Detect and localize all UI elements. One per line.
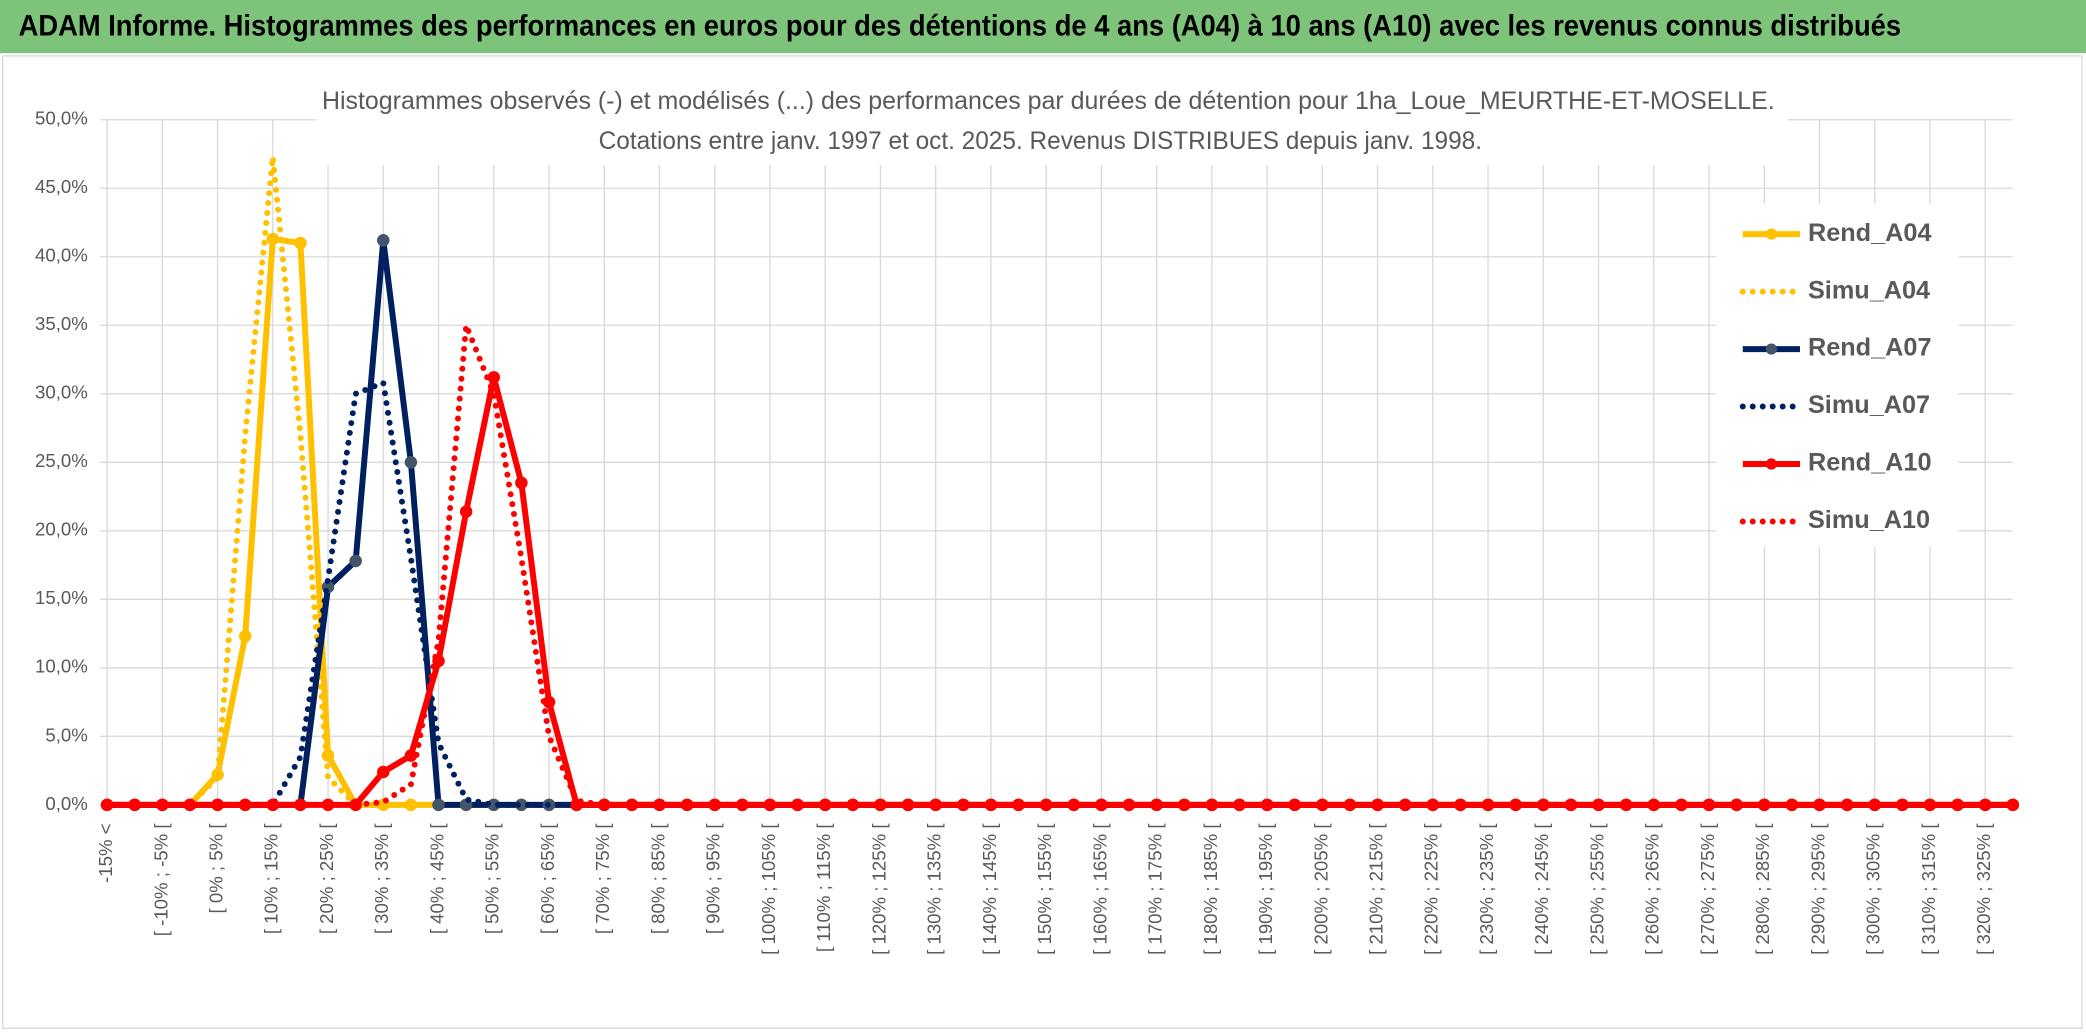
x-tick-label: [ 140% ; 145% [ xyxy=(979,823,1000,955)
x-tick-label: [ 270% ; 275% [ xyxy=(1697,823,1718,955)
y-tick-label: 25,0% xyxy=(35,450,88,471)
x-tick-label: [ 70% ; 75% [ xyxy=(592,823,613,935)
x-tick-label: [ -10% ; -5% [ xyxy=(150,823,171,937)
x-tick-label: [ 110% ; 115% [ xyxy=(813,823,834,952)
y-tick-label: 15,0% xyxy=(35,587,88,608)
data-point xyxy=(515,476,528,490)
x-tick-label: [ 180% ; 185% [ xyxy=(1200,823,1221,955)
x-tick-label: [ 150% ; 155% [ xyxy=(1034,823,1055,955)
data-point xyxy=(404,456,418,469)
x-tick-label: [ 260% ; 265% [ xyxy=(1642,823,1663,955)
x-tick-label: [ 10% ; 15% [ xyxy=(261,823,282,935)
x-tick-label: -15% < xyxy=(95,823,116,882)
y-tick-label: 10,0% xyxy=(35,656,88,677)
x-tick-label: [ 60% ; 65% [ xyxy=(537,823,558,935)
y-tick-label: 5,0% xyxy=(45,724,87,745)
legend-label: Rend_A07 xyxy=(1808,334,1932,362)
legend-label: Rend_A10 xyxy=(1808,449,1932,477)
y-tick-label: 20,0% xyxy=(35,519,88,540)
x-tick-label: [ 220% ; 225% [ xyxy=(1421,823,1442,955)
x-tick-label: [ 200% ; 205% [ xyxy=(1310,823,1331,955)
x-tick-label: [ 230% ; 235% [ xyxy=(1476,823,1497,955)
legend-marker xyxy=(1765,458,1777,470)
x-tick-label: [ 90% ; 95% [ xyxy=(703,823,724,935)
chart-title: Histogrammes observés (-) et modélisés (… xyxy=(322,87,1775,115)
x-tick-label: [ 240% ; 245% [ xyxy=(1531,823,1552,955)
chart-subtitle: Cotations entre janv. 1997 et oct. 2025.… xyxy=(599,127,1482,155)
x-tick-label: [ 210% ; 215% [ xyxy=(1366,823,1387,955)
legend-label: Simu_A04 xyxy=(1808,276,1930,304)
data-point xyxy=(294,236,307,250)
legend-label: Simu_A07 xyxy=(1808,391,1930,419)
legend-marker xyxy=(1765,228,1777,240)
data-point xyxy=(459,505,473,518)
y-tick-label: 45,0% xyxy=(35,176,88,197)
x-tick-label: [ 310% ; 315% [ xyxy=(1918,823,1939,955)
legend-label: Rend_A04 xyxy=(1808,219,1932,247)
x-tick-label: [ 0% ; 5% [ xyxy=(205,823,226,914)
data-point xyxy=(377,765,390,779)
x-tick-label: [ 30% ; 35% [ xyxy=(371,823,392,935)
y-tick-label: 30,0% xyxy=(35,382,88,403)
x-tick-label: [ 320% ; 325% [ xyxy=(1973,823,1994,955)
y-tick-label: 40,0% xyxy=(35,245,88,266)
legend-label: Simu_A10 xyxy=(1808,506,1930,534)
x-tick-label: [ 280% ; 285% [ xyxy=(1752,823,1773,955)
series xyxy=(100,153,2020,812)
chart-frame xyxy=(1,55,2083,1030)
x-tick-label: [ 100% ; 105% [ xyxy=(758,823,779,955)
series-line xyxy=(104,322,2016,808)
data-point xyxy=(238,630,252,643)
legend-marker xyxy=(1765,343,1777,355)
x-tick-label: [ 50% ; 55% [ xyxy=(482,823,503,935)
legend: Rend_A04 Simu_A04 Rend_A07 Simu_A07 Rend_A10… xyxy=(1739,219,1932,534)
y-tick-label: 0,0% xyxy=(45,793,87,814)
data-point xyxy=(266,232,280,246)
y-tick-label: 50,0% xyxy=(35,108,88,129)
x-tick-label: [ 20% ; 25% [ xyxy=(316,823,337,935)
x-tick-label: [ 190% ; 195% [ xyxy=(1255,823,1276,955)
x-tick-label: [ 170% ; 175% [ xyxy=(1145,823,1166,955)
x-tick-label: [ 300% ; 305% [ xyxy=(1863,823,1884,955)
data-point xyxy=(349,554,362,568)
x-tick-label: [ 40% ; 45% [ xyxy=(426,823,447,935)
x-tick-label: [ 120% ; 125% [ xyxy=(868,823,889,955)
x-tick-label: [ 130% ; 135% [ xyxy=(924,823,945,955)
banner xyxy=(0,0,2086,54)
x-tick-label: [ 290% ; 295% [ xyxy=(1807,823,1828,955)
x-tick-label: [ 250% ; 255% [ xyxy=(1586,823,1607,955)
data-point xyxy=(377,234,390,247)
data-point xyxy=(432,798,445,812)
banner-title: ADAM Informe. Histogrammes des performan… xyxy=(19,11,1901,43)
x-tick-label: [ 160% ; 165% [ xyxy=(1089,823,1110,955)
y-tick-label: 35,0% xyxy=(35,313,88,334)
legend-background xyxy=(1716,203,1959,547)
title-background xyxy=(316,82,1788,165)
x-tick-label: [ 80% ; 85% [ xyxy=(647,823,668,935)
